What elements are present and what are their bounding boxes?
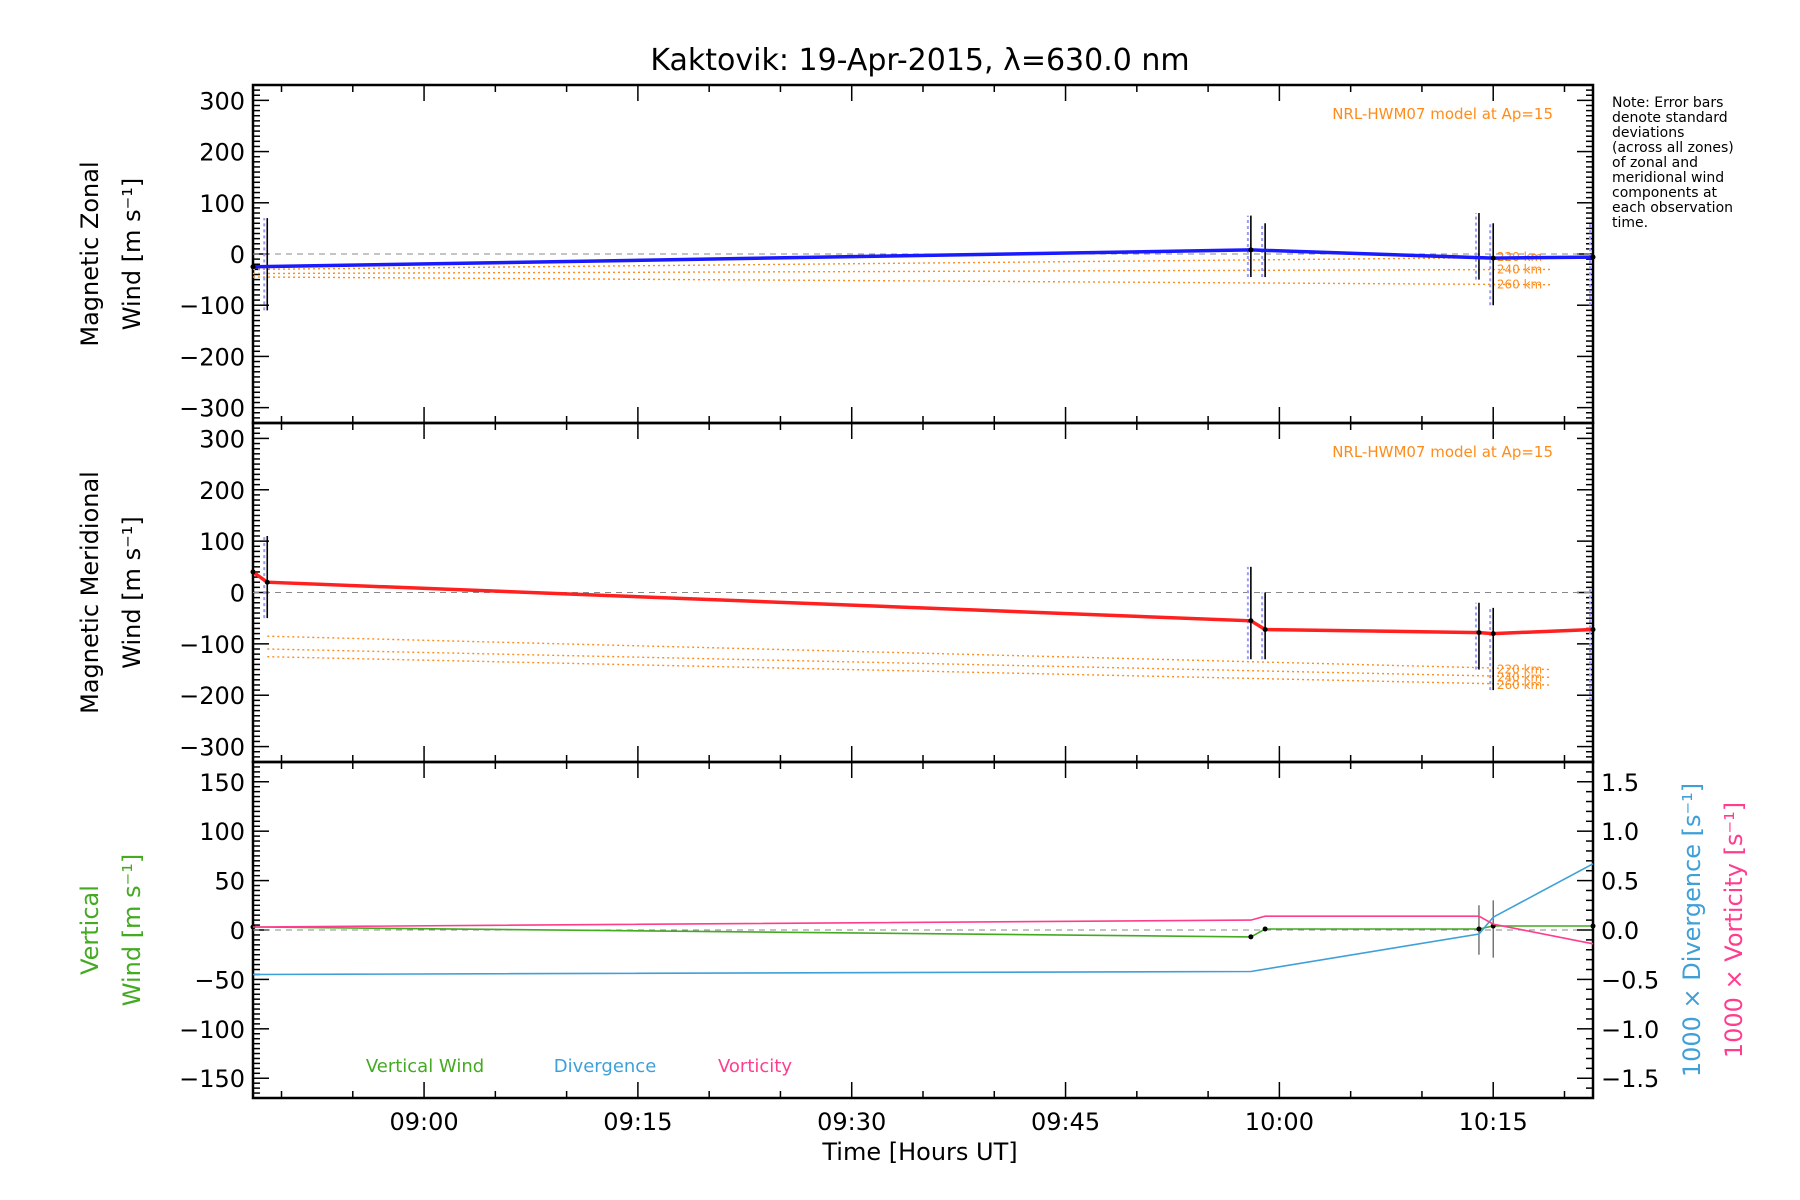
y2-tick-label: 0.0 bbox=[1601, 917, 1639, 945]
note-line: of zonal and bbox=[1612, 155, 1698, 171]
legend-entry: Divergence bbox=[554, 1056, 657, 1077]
panel-zonal: 300 200 100 0 −100 −200 −300 Magnetic Zonal Wind… bbox=[76, 83, 1596, 425]
note-line: Note: Error bars bbox=[1612, 95, 1724, 111]
y-axis-label: Magnetic Meridional bbox=[76, 471, 104, 714]
x-tick-label: 09:15 bbox=[603, 1108, 672, 1136]
model-label: NRL-HWM07 model at Ap=15 bbox=[1332, 443, 1553, 461]
vorticity-line bbox=[252, 915, 1594, 945]
vertical-wind-point bbox=[1476, 926, 1482, 932]
model-line-label: 240 km bbox=[1497, 262, 1542, 276]
y-tick-label: −300 bbox=[179, 734, 245, 762]
y2-axis-label-vorticity: 1000 × Vorticity [s⁻¹] bbox=[1720, 802, 1748, 1058]
model-line-220km bbox=[267, 635, 1551, 671]
y-tick-label: −200 bbox=[179, 682, 245, 710]
note-line: components at bbox=[1612, 185, 1718, 201]
vertical-wind-line bbox=[252, 925, 1593, 938]
y2-tick-label: −1.0 bbox=[1601, 1016, 1659, 1044]
model-line-label: 260 km bbox=[1497, 278, 1542, 292]
y-axis-label: Wind [m s⁻¹] bbox=[118, 178, 146, 330]
y-tick-label: −100 bbox=[179, 631, 245, 659]
y-tick-label: 50 bbox=[214, 868, 245, 896]
y-axis-label: Wind [m s⁻¹] bbox=[118, 516, 146, 668]
meridional-wind-point bbox=[1248, 618, 1254, 624]
model-line-240km bbox=[267, 648, 1551, 678]
model-line-260km bbox=[252, 276, 1551, 286]
model-line-label: 220 km bbox=[1497, 663, 1542, 677]
note-line: each observation bbox=[1612, 200, 1734, 216]
panel-vertical: 150 100 50 0 −50 −100 −150 Vertical Wind [m s⁻¹]… bbox=[76, 760, 1748, 1100]
y-tick-label: 300 bbox=[199, 425, 245, 453]
meridional-wind-point bbox=[250, 569, 256, 575]
note-line: denote standard bbox=[1612, 110, 1728, 126]
vertical-wind-point bbox=[1248, 934, 1254, 940]
y-tick-label: 0 bbox=[230, 241, 245, 269]
y-tick-label: −150 bbox=[179, 1065, 245, 1093]
y2-tick-label: 1.5 bbox=[1601, 769, 1639, 797]
y-tick-label: 300 bbox=[199, 87, 245, 115]
model-line-260km bbox=[267, 656, 1551, 686]
y-tick-label: −50 bbox=[194, 966, 245, 994]
chart-title: Kaktovik: 19-Apr-2015, λ=630.0 nm bbox=[650, 43, 1189, 78]
zonal-wind-point bbox=[250, 264, 256, 270]
note-line: meridional wind bbox=[1612, 170, 1725, 186]
y2-tick-label: 0.5 bbox=[1601, 868, 1639, 896]
y-tick-label: −200 bbox=[179, 343, 245, 371]
note-line: deviations bbox=[1612, 125, 1685, 141]
y-tick-label: −100 bbox=[179, 292, 245, 320]
y-tick-label: 0 bbox=[230, 580, 245, 608]
model-label: NRL-HWM07 model at Ap=15 bbox=[1332, 105, 1553, 123]
y-tick-label: 0 bbox=[230, 917, 245, 945]
legend-entry: Vorticity bbox=[718, 1056, 792, 1077]
zonal-wind-point bbox=[1490, 255, 1496, 261]
vertical-wind-point bbox=[1262, 926, 1268, 932]
zonal-wind-point bbox=[1248, 247, 1254, 253]
y-tick-label: 200 bbox=[199, 139, 245, 167]
model-line-label: 260 km bbox=[1497, 678, 1542, 692]
x-tick-label: 10:00 bbox=[1245, 1108, 1314, 1136]
model-line-220km bbox=[252, 256, 1551, 271]
y-tick-label: −300 bbox=[179, 395, 245, 423]
x-tick-label: 10:15 bbox=[1459, 1108, 1528, 1136]
zonal-wind-line bbox=[252, 248, 1594, 269]
y2-tick-label: −1.5 bbox=[1601, 1065, 1659, 1093]
meridional-wind-point bbox=[1262, 626, 1268, 632]
meridional-wind-point bbox=[1476, 630, 1482, 636]
meridional-wind-point bbox=[1490, 631, 1496, 637]
divergence-line bbox=[252, 863, 1594, 976]
meridional-wind-point bbox=[264, 579, 270, 585]
zonal-wind-point bbox=[1590, 254, 1596, 260]
panel-meridional: 300 200 100 0 −100 −200 −300 Magnetic Meridiona… bbox=[76, 421, 1596, 764]
x-tick-label: 09:30 bbox=[817, 1108, 886, 1136]
y2-tick-label: −0.5 bbox=[1601, 966, 1659, 994]
meridional-wind-line bbox=[251, 570, 1594, 636]
y-axis-label: Magnetic Zonal bbox=[76, 161, 104, 346]
vertical-wind-point bbox=[250, 924, 256, 930]
x-axis-label: Time [Hours UT] bbox=[821, 1138, 1017, 1166]
error-bar-note: Note: Error bars denote standard deviati… bbox=[1612, 96, 1792, 231]
note-line: (across all zones) bbox=[1612, 140, 1734, 156]
y-tick-label: 100 bbox=[199, 528, 245, 556]
model-line-label: 240 km bbox=[1497, 670, 1542, 684]
y-tick-label: 100 bbox=[199, 818, 245, 846]
y2-tick-label: 1.0 bbox=[1601, 818, 1639, 846]
y-tick-label: 150 bbox=[199, 769, 245, 797]
vertical-wind-point bbox=[1590, 923, 1596, 929]
x-tick-label: 09:45 bbox=[1031, 1108, 1100, 1136]
plot-layer: 300 200 100 0 −100 −200 −300 Magnetic Zonal Wind… bbox=[76, 83, 1748, 1136]
legend-entry: Vertical Wind bbox=[366, 1056, 484, 1077]
y-tick-label: 100 bbox=[199, 190, 245, 218]
y-axis-label: Vertical bbox=[76, 885, 104, 975]
y-axis-label: Wind [m s⁻¹] bbox=[118, 854, 146, 1006]
model-line-240km bbox=[252, 268, 1551, 275]
y-tick-label: −100 bbox=[179, 1016, 245, 1044]
note-line: time. bbox=[1612, 215, 1649, 231]
y2-axis-label-divergence: 1000 × Divergence [s⁻¹] bbox=[1678, 783, 1706, 1077]
x-tick-label: 09:00 bbox=[389, 1108, 458, 1136]
y-tick-label: 200 bbox=[199, 477, 245, 505]
meridional-wind-point bbox=[1590, 626, 1596, 632]
